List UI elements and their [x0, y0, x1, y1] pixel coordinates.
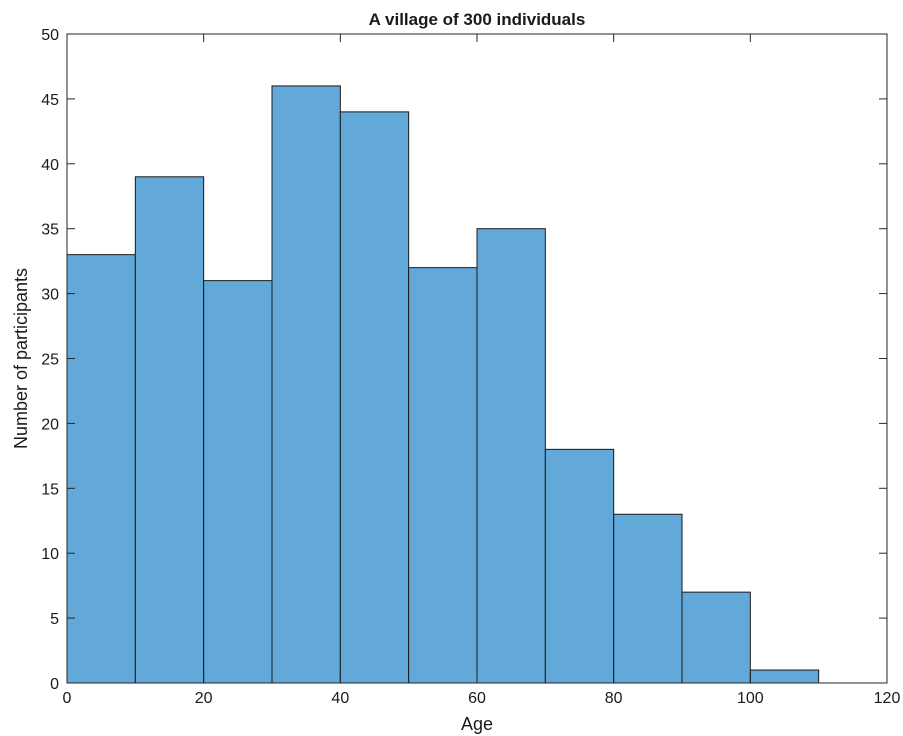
- y-tick-label: 30: [41, 287, 59, 304]
- bars-group: [66, 85, 820, 684]
- y-tick-label: 15: [41, 481, 59, 498]
- x-tick-label: 60: [468, 690, 486, 707]
- histogram-bar: [408, 267, 478, 684]
- x-axis: 0 20 40 60 80 100 120: [63, 34, 901, 707]
- y-tick-label: 40: [41, 157, 59, 174]
- histogram-bar: [66, 254, 136, 684]
- x-axis-label: Age: [461, 714, 493, 734]
- x-tick-label: 120: [874, 690, 901, 707]
- histogram-bar: [134, 176, 205, 684]
- y-tick-label: 45: [41, 92, 59, 109]
- histogram-bar: [339, 111, 410, 684]
- histogram-bar: [749, 669, 820, 684]
- y-tick-label: 10: [41, 546, 59, 563]
- chart-title: A village of 300 individuals: [369, 10, 586, 29]
- y-tick-label: 20: [41, 416, 59, 433]
- y-tick-label: 35: [41, 222, 59, 239]
- histogram-bar: [681, 591, 751, 684]
- x-tick-label: 20: [195, 690, 213, 707]
- histogram-bar: [613, 513, 683, 684]
- x-tick-label: 100: [737, 690, 764, 707]
- histogram-bar: [476, 228, 546, 684]
- x-tick-label: 0: [63, 690, 72, 707]
- y-tick-label: 5: [50, 611, 59, 628]
- x-tick-label: 80: [605, 690, 623, 707]
- y-tick-label: 25: [41, 352, 59, 369]
- histogram-bar: [271, 85, 341, 684]
- y-tick-label: 50: [41, 27, 59, 44]
- histogram-bar: [203, 280, 273, 684]
- x-tick-label: 40: [331, 690, 349, 707]
- y-axis-label: Number of participants: [11, 268, 31, 449]
- y-tick-label: 0: [50, 676, 59, 693]
- y-axis: 0 5 10 15 20 25 30 35 40 45 50: [41, 27, 887, 693]
- histogram-bar: [544, 448, 615, 684]
